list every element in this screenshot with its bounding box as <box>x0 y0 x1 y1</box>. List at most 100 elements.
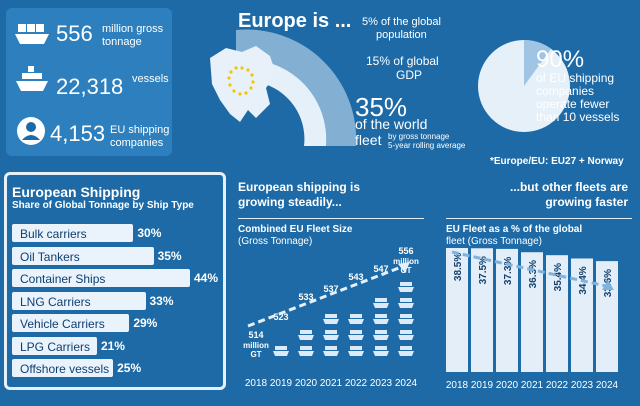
fleet-ship-icon <box>373 330 389 340</box>
companies-pie-chart <box>478 40 570 132</box>
growth-left-line1: European shipping is <box>238 180 361 194</box>
growth-left-line2: growing steadily... <box>238 195 342 209</box>
stat-tonnage-value: 556 <box>56 21 93 46</box>
ship-type-value-label: 35% <box>157 248 182 263</box>
stat-companies-value: 4,153 <box>50 121 106 146</box>
share-bar <box>521 252 543 372</box>
stat-tonnage-label-line1: million gross <box>102 23 164 35</box>
share-chart-divider <box>446 218 632 219</box>
share-chart-title-line1: EU Fleet as a % of the global <box>446 224 583 235</box>
ship-type-bar <box>12 359 114 377</box>
europe-population-line2: population <box>376 29 427 41</box>
fleet-value-label: 556 <box>398 246 413 256</box>
share-value-label: 38.5% <box>453 253 464 281</box>
fleet-year-label: 2018 <box>245 378 268 389</box>
share-year-label: 2019 <box>471 380 494 391</box>
fleet-unit-last: million <box>393 257 419 266</box>
europe-fleet-note: by gross tonnage 5-year rolling average <box>388 132 465 150</box>
ship-type-value-label: 33% <box>149 293 174 308</box>
share-year-label: 2018 <box>446 380 469 391</box>
ship-type-label: LPG Carriers <box>20 339 91 354</box>
share-trend-arrowhead <box>602 280 614 290</box>
companies-label-line3: operate fewer <box>536 97 610 111</box>
fleet-chart-divider <box>238 218 424 219</box>
companies-label-line1: of EU shipping <box>536 71 615 85</box>
ship-type-label: Oil Tankers <box>20 249 80 264</box>
share-bar <box>496 248 518 372</box>
fleet-ship-icon <box>398 314 414 324</box>
ship-type-value-label: 30% <box>137 226 162 240</box>
stat-companies-label-line2: companies <box>110 137 164 149</box>
stat-companies-label-line1: EU shipping <box>110 124 170 136</box>
fleet-ship-icon <box>398 298 414 308</box>
share-bar <box>571 258 593 372</box>
fleet-year-label: 2022 <box>345 378 368 389</box>
fleet-chart-title-line2: (Gross Tonnage) <box>238 236 313 247</box>
share-bar <box>446 248 468 372</box>
share-trend-arrow <box>451 250 607 288</box>
stat-tonnage-label: million gross tonnage <box>102 23 163 49</box>
europe-fleet-line1: of the world <box>355 116 428 132</box>
shipping-panel-title: European Shipping <box>12 184 141 200</box>
share-value-label: 37.5% <box>478 256 489 284</box>
europe-population: 5% of the global population <box>362 16 441 42</box>
ship-type-bar-row: Container Ships 44% <box>12 269 222 287</box>
ship-type-label: LNG Carriers <box>20 294 91 309</box>
fleet-year-label: 2024 <box>395 378 418 389</box>
ship-type-value-label: 21% <box>100 338 125 353</box>
ship-type-bar <box>12 224 134 242</box>
companies-label-line2: companies <box>536 84 595 98</box>
ship-type-bar-row: Bulk carriers 30% <box>12 224 222 242</box>
fleet-ship-icon <box>373 346 389 356</box>
fleet-value-label: 523 <box>273 312 288 322</box>
share-bar <box>471 248 493 372</box>
europe-population-line1: 5% of the global <box>362 16 441 28</box>
ship-type-bar <box>12 269 190 287</box>
stat-companies-label: EU shipping companies <box>110 124 169 150</box>
ship-type-value-label: 25% <box>117 361 142 375</box>
fleet-year-label: 2020 <box>295 378 318 389</box>
share-bar <box>546 255 568 372</box>
europe-gdp: 15% of global GDP <box>366 54 439 82</box>
europe-fleet-label: of the world fleet <box>355 116 427 148</box>
ship-type-label: Offshore vessels <box>20 362 110 376</box>
europe-ring-graphic <box>210 29 357 147</box>
container-ship-icon <box>15 24 49 44</box>
fleet-ship-icon <box>348 346 364 356</box>
ship-type-bar <box>12 336 97 355</box>
fleet-year-label: 2019 <box>270 378 293 389</box>
companies-label: of EU shipping companies operate fewer t… <box>536 72 619 124</box>
europe-footnote: *Europe/EU: EU27 + Norway <box>490 156 624 167</box>
ship-type-bar <box>12 291 146 310</box>
shipping-panel <box>4 172 226 390</box>
cruise-ship-icon <box>16 66 48 91</box>
ship-type-bar-row: Offshore vessels 25% <box>12 359 222 377</box>
europe-fleet-line2: fleet <box>355 132 382 148</box>
fleet-ship-icon <box>298 330 314 340</box>
fleet-ship-icon <box>398 346 414 356</box>
fleet-value-label: 537 <box>323 284 338 294</box>
stat-tonnage-label-line2: tonnage <box>102 36 142 48</box>
ship-type-bar-row: Vehicle Carriers 29% <box>12 314 222 332</box>
fleet-value-label: 547 <box>373 264 388 274</box>
fleet-ship-icon <box>348 330 364 340</box>
europe-fleet-note-line2: 5-year rolling average <box>388 141 466 150</box>
companies-pct: 90% <box>536 46 585 73</box>
fleet-chart-title: Combined EU Fleet Size (Gross Tonnage) <box>238 224 352 248</box>
shipping-panel-subtitle: Share of Global Tonnage by Ship Type <box>12 200 194 211</box>
growth-right-line1: ...but other fleets are <box>509 180 628 194</box>
europe-fleet-pct: 35% <box>355 92 408 122</box>
fleet-ship-icon <box>298 346 314 356</box>
europe-gdp-line1: 15% of global <box>366 54 439 68</box>
stat-vessels-label: vessels <box>132 73 169 85</box>
fleet-chart: 2018 2019 2020 2021 2022 2023 2024 514 523 533 537… <box>243 246 419 389</box>
fleet-ship-icon <box>323 314 339 324</box>
fleet-ship-icon <box>398 282 414 292</box>
ship-type-label: Container Ships <box>20 272 106 286</box>
fleet-ship-icon <box>273 346 289 356</box>
growth-left-heading: European shipping is growing steadily... <box>238 180 360 210</box>
ship-type-label: Vehicle Carriers <box>20 317 105 331</box>
ship-type-bar <box>12 314 130 332</box>
europe-gdp-line2: GDP <box>396 68 423 82</box>
share-chart-title-line2: fleet (Gross Tonnage) <box>446 236 542 247</box>
